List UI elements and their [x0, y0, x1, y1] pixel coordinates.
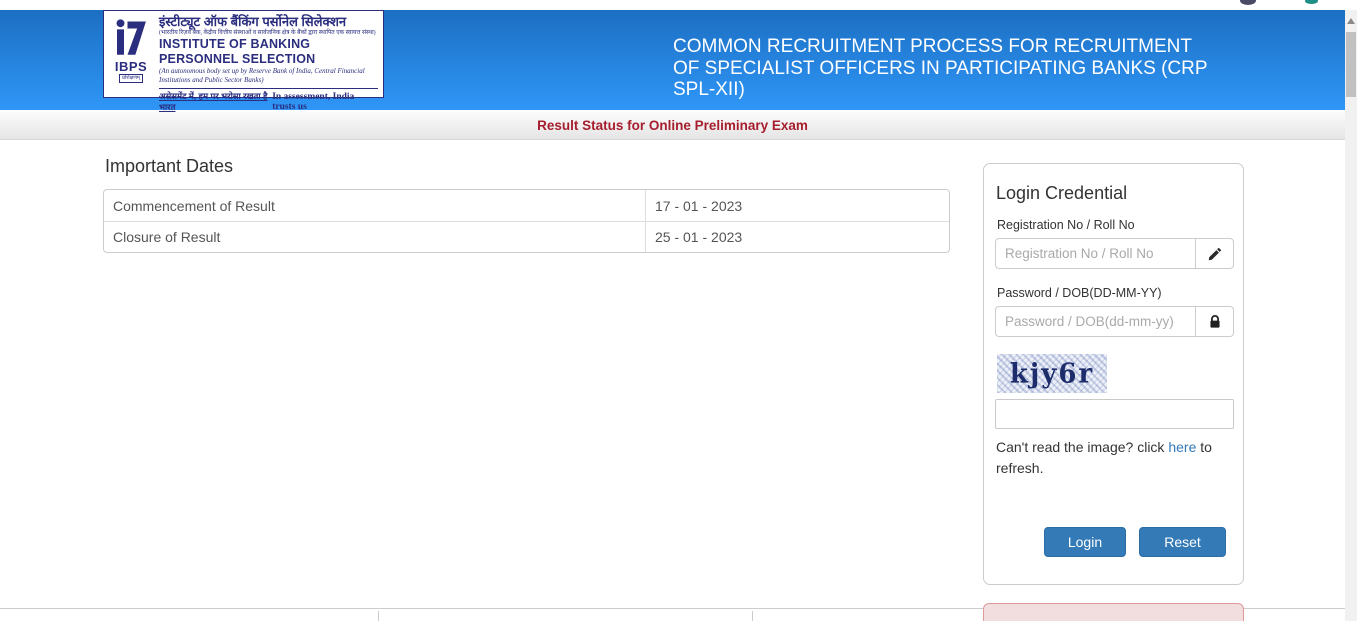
table-row: Commencement of Result 17 - 01 - 2023: [104, 190, 949, 221]
captcha-image: kjy6r: [997, 354, 1107, 393]
password-input[interactable]: [995, 306, 1195, 337]
page-title: COMMON RECRUITMENT PROCESS FOR RECRUITME…: [673, 36, 1208, 100]
footer-table-edge: [378, 611, 379, 621]
login-button[interactable]: Login: [1044, 527, 1126, 557]
date-row-value: 17 - 01 - 2023: [655, 197, 743, 214]
important-dates-table: Commencement of Result 17 - 01 - 2023 Cl…: [103, 189, 950, 253]
ibps-hindi-title: इंस्टीट्यूट ऑफ बैंकिंग पर्सोनेल सिलेक्शन: [159, 14, 347, 29]
result-status-banner: Result Status for Online Preliminary Exa…: [0, 112, 1345, 140]
ibps-hindi-subtitle: (भारतीय रिज़र्व बैंक, केंद्रीय वित्तीय स…: [159, 30, 376, 36]
ibps-logo: IBPS प्रशिक्षणम् इंस्टीट्यूट ऑफ बैंकिंग …: [103, 10, 384, 112]
alert-box-cutoff: [983, 603, 1244, 621]
date-row-label: Commencement of Result: [104, 190, 646, 221]
captcha-refresh-link[interactable]: here: [1168, 439, 1197, 455]
result-status-banner-text: Result Status for Online Preliminary Exa…: [537, 118, 808, 133]
captcha-help-suffix: to refresh.: [996, 439, 1212, 476]
pencil-icon: [1195, 238, 1234, 269]
registration-input-group: [995, 238, 1234, 269]
captcha-input[interactable]: [995, 399, 1234, 429]
browser-artifact-icon: [1240, 0, 1256, 5]
table-row: Closure of Result 25 - 01 - 2023: [104, 221, 949, 252]
captcha-help-text: Can't read the image? click here to refr…: [996, 437, 1226, 479]
captcha-help-prefix: Can't read the image? click: [996, 439, 1169, 455]
footer-table-edge: [752, 611, 753, 621]
ibps-english-subtitle: (An autonomous body set up by Reserve Ba…: [159, 67, 365, 84]
footer-divider: [0, 608, 1345, 609]
scroll-up-arrow-icon[interactable]: [1347, 18, 1355, 24]
captcha-text: kjy6r: [1009, 357, 1095, 390]
browser-artifact-teal-icon: [1305, 0, 1318, 4]
ibps-english-title: INSTITUTE OF BANKING PERSONNEL SELECTION: [159, 37, 316, 66]
reset-button[interactable]: Reset: [1139, 527, 1226, 557]
ibps-tagline-hindi: असेसमेंट में, हम पर भरोसा रखता है भारत: [159, 91, 268, 112]
password-label: Password / DOB(DD-MM-YY): [997, 286, 1162, 300]
page-header: IBPS प्रशिक्षणम् इंस्टीट्यूट ऑफ बैंकिंग …: [0, 10, 1345, 112]
date-row-value: 25 - 01 - 2023: [655, 229, 743, 245]
ibps-motto: प्रशिक्षणम्: [119, 74, 143, 83]
registration-label: Registration No / Roll No: [997, 218, 1135, 232]
date-row-label: Closure of Result: [104, 222, 646, 252]
password-input-group: [995, 306, 1234, 337]
browser-edge-strip: [0, 0, 1357, 10]
ibps-tagline-english: In assessment, India trusts us: [272, 92, 355, 112]
ibps-logo-mark-column: IBPS प्रशिक्षणम्: [108, 14, 154, 95]
vertical-scrollbar[interactable]: [1345, 10, 1357, 621]
ibps-tagline-row: असेसमेंट में, हम पर भरोसा रखता है भारत I…: [159, 88, 378, 113]
lock-icon: [1195, 306, 1234, 337]
ibps-abbr: IBPS: [114, 59, 148, 74]
registration-input[interactable]: [995, 238, 1195, 269]
login-buttons-row: Login Reset: [995, 527, 1232, 557]
ibps-i7-mark-icon: [116, 19, 146, 55]
scrollbar-thumb[interactable]: [1346, 32, 1356, 97]
login-credential-heading: Login Credential: [996, 183, 1128, 203]
ibps-logo-text-column: इंस्टीट्यूट ऑफ बैंकिंग पर्सोनेल सिलेक्शन…: [154, 14, 378, 112]
login-credential-panel: Login Credential Registration No / Roll …: [983, 163, 1244, 585]
important-dates-heading: Important Dates: [105, 156, 234, 176]
